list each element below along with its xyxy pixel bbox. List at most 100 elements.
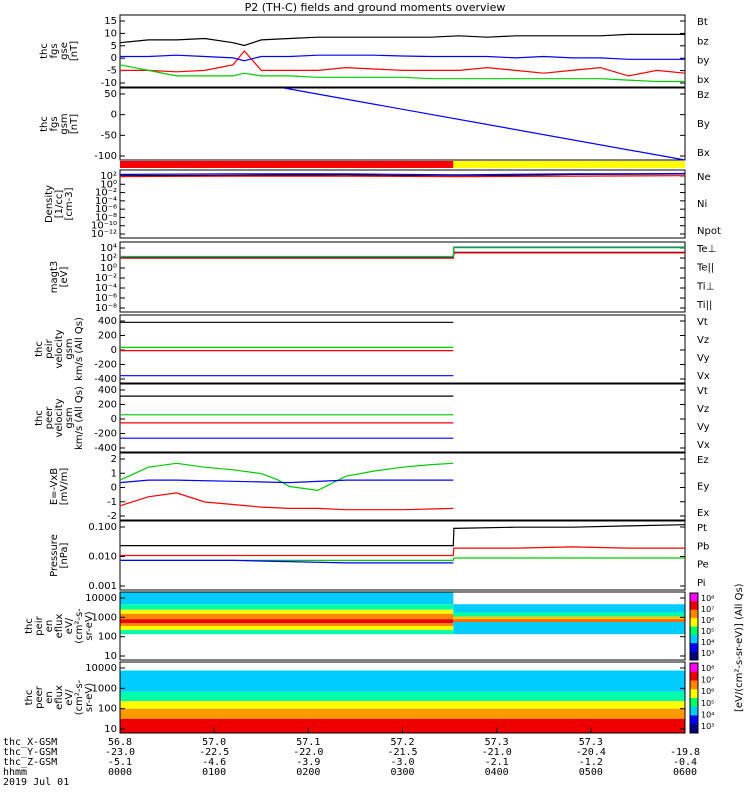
y-axis-label: sr-eV)	[84, 683, 95, 712]
ion-spectrum-band-left	[120, 613, 454, 620]
y-tick-label: 400	[98, 316, 117, 327]
y-axis-label: eflux	[54, 614, 65, 639]
series-line-bz	[120, 50, 686, 77]
x-tick-label: 57.3	[579, 737, 603, 748]
y-axis-label: thc	[24, 690, 35, 706]
electron-colorbar-swatch	[690, 671, 698, 681]
legend-entry: Vx	[697, 371, 710, 382]
ion-colorbar-swatch	[690, 643, 698, 653]
electron-colorbar-swatch	[690, 680, 698, 690]
x-row-label: thc_X-GSM	[3, 737, 57, 748]
x-tick-label: -20.4	[576, 747, 606, 758]
y-tick-label: -200	[94, 360, 117, 371]
y-tick-label: -100	[94, 151, 117, 162]
y-tick-label: 100	[98, 704, 117, 715]
mode-bar-fast	[120, 161, 454, 168]
y-tick-label: 0.100	[88, 522, 117, 533]
x-tick-label: 0300	[390, 767, 414, 778]
y-tick-label: -1	[107, 497, 117, 508]
ion-spectrum-band-right	[453, 619, 685, 622]
legend-entry: Ez	[697, 455, 709, 466]
legend-entry: Te||	[696, 263, 714, 274]
electron-colorbar-swatch	[690, 663, 698, 673]
y-axis-label: peer	[44, 406, 55, 430]
y-tick-label: 10⁻¹²	[91, 229, 117, 240]
x-tick-label: 0500	[579, 767, 603, 778]
y-axis-label: en	[44, 620, 55, 633]
series-line-Ez	[119, 492, 454, 511]
legend-entry: Bz	[697, 90, 709, 101]
series-line-by	[119, 64, 685, 83]
colorbar-title: [eV/(cm²-s-sr-eV)] (All Qs)	[734, 583, 745, 712]
ion-colorbar-swatch	[690, 618, 698, 627]
series-line-Ey	[119, 462, 454, 492]
y-axis-label: peir	[34, 615, 45, 635]
y-tick-label: 10	[104, 28, 117, 39]
electron-colorbar-label: 10⁷	[701, 676, 714, 685]
y-tick-label: -10	[101, 78, 117, 89]
panel-frame	[119, 169, 686, 239]
electron-colorbar-label: 10⁶	[701, 687, 714, 696]
y-tick-label: 10000	[85, 593, 117, 604]
panel-frame	[119, 383, 686, 453]
y-axis-label: thc	[39, 43, 50, 59]
x-tick-label: -0.4	[673, 757, 697, 768]
y-axis-label: km/s (All Qs)	[74, 386, 85, 450]
series-line-Bx	[283, 87, 686, 161]
page-title: P2 (TH-C) fields and ground moments over…	[244, 1, 506, 14]
x-tick-label: 0000	[108, 767, 132, 778]
y-tick-label: 10⁻²	[95, 273, 117, 284]
ion-colorbar-label: 10⁵	[701, 627, 714, 636]
electron-colorbar-label: 10⁴	[701, 710, 714, 719]
electron-spectrum-band	[120, 718, 685, 733]
ion-spectrum-band-left	[120, 626, 454, 631]
x-tick-label: 0600	[673, 767, 697, 778]
date-label: 2019 Jul 01	[3, 777, 69, 788]
ion-spectrum-band-left	[120, 604, 454, 610]
x-tick-label: -22.5	[199, 747, 229, 758]
y-tick-label: -5	[107, 66, 117, 77]
electron-colorbar-label: 10⁵	[701, 699, 714, 708]
ion-spectrum-band-left	[120, 609, 454, 614]
x-tick-label: -4.6	[202, 757, 226, 768]
x-tick-label: -21.5	[387, 747, 417, 758]
panel-frame	[119, 314, 686, 384]
y-axis-label: thc	[39, 116, 50, 132]
y-tick-label: 10⁻⁸	[95, 303, 117, 314]
electron-spectrum-band	[120, 670, 685, 692]
legend-entry: Ex	[697, 508, 709, 519]
legend-entry: Pb	[697, 541, 709, 552]
electron-colorbar-swatch	[690, 706, 698, 716]
y-axis-label: Density	[44, 185, 55, 223]
y-axis-label: gsm	[64, 338, 75, 359]
ion-colorbar-label: 10³	[701, 649, 714, 658]
y-tick-label: -2	[107, 511, 117, 522]
y-tick-label: -400	[94, 374, 117, 385]
ion-spectrum-band-right	[453, 616, 685, 622]
y-axis-label: velocity	[54, 398, 65, 437]
x-tick-label: -2.1	[485, 757, 509, 768]
y-tick-label: -200	[94, 429, 117, 440]
y-axis-label: en	[44, 691, 55, 704]
legend-entry: Vy	[697, 353, 710, 364]
y-axis-label: [nPa]	[59, 542, 70, 568]
y-axis-label: eV/	[64, 689, 75, 706]
ion-colorbar-frame	[689, 592, 699, 661]
ion-colorbar-swatch	[690, 634, 698, 644]
y-tick-label: 10⁻⁸	[95, 212, 117, 223]
y-axis-label: gsm	[64, 407, 75, 428]
y-axis-label: magt3	[49, 261, 60, 294]
y-axis-label: gse	[59, 42, 70, 60]
electron-colorbar-swatch	[690, 724, 698, 734]
y-axis-label: [eV]	[59, 267, 70, 288]
panel-frame	[119, 452, 686, 521]
ion-spectrum-band-left	[120, 623, 454, 626]
y-tick-label: 10⁴	[100, 243, 117, 254]
electron-spectrum-band	[120, 708, 685, 719]
electron-colorbar-swatch	[690, 698, 698, 708]
electron-spectrum-band	[120, 691, 685, 702]
electron-colorbar-frame	[689, 662, 699, 734]
panel-frame	[119, 241, 686, 313]
y-tick-label: 15	[104, 16, 117, 27]
